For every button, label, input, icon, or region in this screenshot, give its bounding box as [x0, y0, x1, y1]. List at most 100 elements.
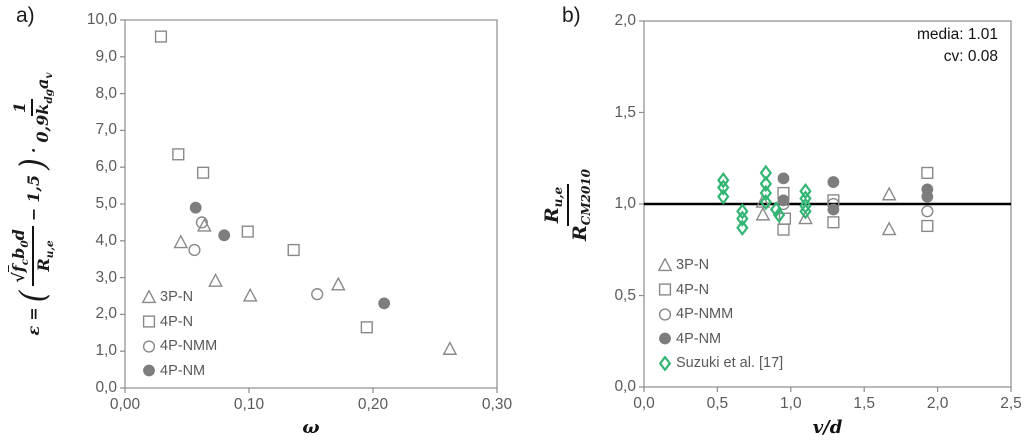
- marker-4P-N: [827, 216, 840, 229]
- marker-3P-N: [755, 206, 771, 221]
- marker-3P-N: [196, 217, 212, 232]
- formula-epsilon: ε: [23, 325, 43, 336]
- triangle-open-legend-icon: [657, 257, 673, 271]
- y-tick-label: 7,0: [95, 121, 117, 139]
- circle-filled-legend-icon: [659, 332, 671, 345]
- marker-Suzuki et al. [17]: [759, 193, 773, 211]
- formula-paren-right: ): [12, 158, 54, 170]
- marker-3P-N: [881, 221, 897, 236]
- legend-label: 3P-N: [676, 257, 710, 274]
- formula-b-numerator: Ru,e: [541, 183, 569, 227]
- marker-4P-NMM: [921, 205, 934, 218]
- panel-a: a) ε = ( √fcb0d Ru,e − 1,5 ) · 1 0,9kdga…: [1, 4, 512, 438]
- legend-label: 4P-NM: [160, 362, 206, 379]
- legend-item-3P-N: 3P-N: [141, 285, 217, 310]
- marker-Suzuki et al. [17]: [799, 197, 812, 215]
- y-tick-label: 2,0: [95, 305, 117, 323]
- chart-a-xlabel: ω: [302, 417, 320, 438]
- circle-filled-legend-icon: [143, 364, 155, 377]
- marker-4P-N: [921, 219, 934, 233]
- square-open-legend-icon: [658, 283, 672, 296]
- marker-4P-NM: [189, 201, 202, 214]
- legend-marker-4P-NMM: [142, 340, 156, 353]
- stat-media: media: 1.01: [917, 26, 998, 43]
- triangle-open-legend-icon: [141, 289, 157, 303]
- sub-ue-b: u,e: [551, 186, 566, 208]
- marker-3P-N: [881, 186, 897, 201]
- marker-3P-N: [798, 210, 813, 225]
- square-open-legend-icon: [142, 315, 156, 328]
- legend-label: 4P-NMM: [160, 338, 218, 355]
- legend-item-4P-NM: 4P-NM: [141, 359, 217, 384]
- marker-Suzuki et al. [17]: [799, 182, 812, 200]
- legend-item-Suzuki et al. [17]: Suzuki et al. [17]: [657, 351, 783, 376]
- marker-4P-NMM: [311, 288, 324, 301]
- marker-Suzuki et al. [17]: [772, 206, 786, 224]
- chart-a-ylabel-formula: ε = ( √fcb0d Ru,e − 1,5 ) · 1 0,9kdgav: [1, 4, 65, 404]
- marker-4P-NM: [921, 190, 934, 203]
- marker-4P-N: [154, 30, 168, 43]
- formula-equals: =: [23, 307, 43, 321]
- legend-item-4P-NM: 4P-NM: [657, 327, 783, 352]
- formula-const: 1,5: [23, 174, 43, 203]
- legend-marker-Suzuki et al. [17]: [658, 355, 672, 371]
- formula-fraction-1: √fcb0d Ru,e: [8, 226, 56, 286]
- legend-label: 4P-NM: [676, 330, 722, 347]
- y-tick-label: 4,0: [95, 231, 117, 249]
- chart-a-legend: 3P-N 4P-N 4P-NMM 4P-NM: [141, 285, 217, 383]
- circle-open-legend-icon: [142, 340, 156, 353]
- y-tick-label: 1,5: [614, 103, 636, 121]
- marker-Suzuki et al. [17]: [717, 179, 730, 196]
- sqrt-sign: √: [8, 272, 28, 283]
- marker-4P-NMM: [195, 216, 208, 229]
- x-tick-label: 0,5: [706, 395, 729, 412]
- stat-cv: cv: 0.08: [943, 48, 998, 66]
- marker-Suzuki et al. [17]: [717, 188, 730, 205]
- b-symbol: b: [8, 247, 28, 259]
- x-tick-label: 1,5: [853, 395, 875, 412]
- formula-paren-left: (: [12, 290, 54, 303]
- panel-b: b) Ru,e RCM2010 media: 1.01 cv: 0.08 v/d…: [512, 0, 1024, 448]
- marker-3P-N: [242, 287, 258, 302]
- Rue-symbol: R: [541, 207, 564, 224]
- y-tick-label: 5,0: [95, 195, 117, 212]
- chart-a-canvas: [120, 19, 498, 393]
- formula-minus: −: [23, 207, 43, 222]
- y-tick-label: 1,0: [95, 342, 117, 360]
- x-tick-label: 0,10: [233, 396, 265, 413]
- marker-Suzuki et al. [17]: [759, 184, 773, 202]
- y-tick-label: 9,0: [95, 47, 117, 65]
- legend-marker-4P-N: [658, 283, 672, 296]
- a-symbol: a: [32, 78, 52, 89]
- marker-4P-NMM: [188, 243, 201, 257]
- legend-marker-3P-N: [141, 289, 157, 303]
- y-tick-label: 1,0: [614, 195, 636, 212]
- x-tick-label: 0,30: [481, 396, 513, 413]
- legend-marker-4P-NM: [659, 332, 671, 345]
- marker-4P-NM: [218, 229, 231, 242]
- marker-4P-N: [241, 225, 254, 238]
- d-symbol: d: [8, 229, 28, 241]
- Rcm-symbol: R: [569, 225, 591, 242]
- y-tick-label: 0,0: [95, 379, 117, 396]
- y-tick-label: 0,0: [614, 378, 636, 395]
- legend-marker-3P-N: [657, 257, 673, 271]
- marker-4P-NM: [827, 203, 840, 216]
- formula-fraction-2: 1 0,9kdgav: [10, 73, 54, 143]
- circle-open-legend-icon: [658, 308, 672, 321]
- legend-item-4P-N: 4P-N: [657, 278, 783, 303]
- formula-frac1-denominator: Ru,e: [34, 240, 56, 271]
- panel-a-label: a): [16, 4, 35, 27]
- marker-Suzuki et al. [17]: [736, 210, 749, 227]
- formula-frac1-numerator: √fcb0d: [8, 226, 34, 286]
- legend-marker-4P-N: [142, 315, 156, 328]
- legend-label: 3P-N: [160, 289, 194, 306]
- formula-frac2-numerator: 1: [10, 98, 33, 117]
- y-tick-label: 8,0: [95, 84, 117, 102]
- marker-Suzuki et al. [17]: [736, 203, 749, 220]
- marker-Suzuki et al. [17]: [799, 203, 812, 220]
- x-tick-label: 2,5: [1000, 395, 1022, 412]
- marker-Suzuki et al. [17]: [736, 219, 749, 237]
- x-tick-label: 0,20: [357, 396, 389, 413]
